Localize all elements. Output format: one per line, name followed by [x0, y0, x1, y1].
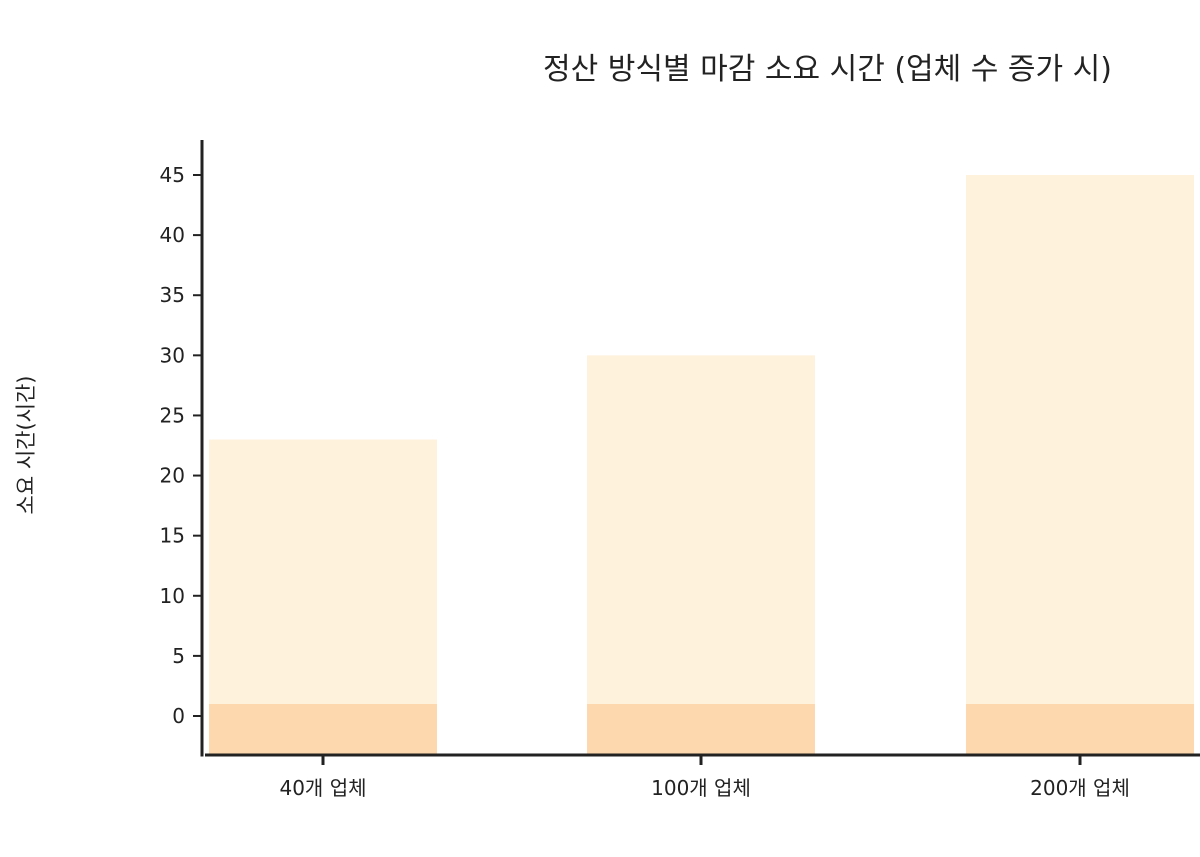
bar-base-2: [587, 703, 815, 754]
bars-group: [209, 175, 1194, 754]
y-tick-label: 25: [160, 403, 185, 427]
x-tick-label: 200개 업체: [1030, 776, 1130, 800]
y-tick-label: 35: [160, 283, 185, 307]
x-axis-ticks: 40개 업체 100개 업체 200개 업체: [279, 755, 1130, 800]
bar-top-2: [587, 355, 815, 704]
y-tick-label: 30: [160, 343, 185, 367]
bar-base-3: [966, 703, 1194, 754]
bar-base-1: [209, 703, 437, 754]
y-tick-label: 10: [160, 584, 185, 608]
x-tick-label: 100개 업체: [651, 776, 751, 800]
x-tick-label: 40개 업체: [279, 776, 366, 800]
y-tick-label: 5: [172, 644, 185, 668]
y-axis-ticks: 0 5 10 15 20 25 30 35 40 45: [160, 163, 202, 728]
y-tick-label: 0: [172, 704, 185, 728]
y-tick-label: 20: [160, 464, 185, 488]
y-tick-label: 15: [160, 524, 185, 548]
y-tick-label: 40: [160, 223, 185, 247]
bar-top-1: [209, 439, 437, 704]
y-tick-label: 45: [160, 163, 185, 187]
bar-top-3: [966, 175, 1194, 704]
chart-title: 정산 방식별 마감 소요 시간 (업체 수 증가 시): [543, 52, 1112, 87]
